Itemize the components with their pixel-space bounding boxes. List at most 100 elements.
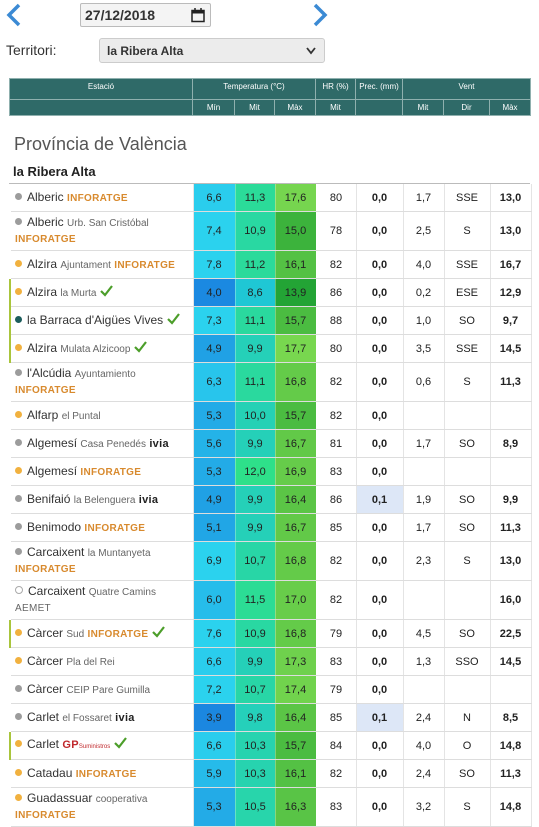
value-cell: 3,5 <box>403 334 445 363</box>
value-cell: 17,3 <box>275 647 317 676</box>
value-cell: 17,6 <box>275 184 317 212</box>
value-cell: 11,2 <box>235 250 276 279</box>
value-cell: 16,1 <box>275 759 317 788</box>
station-cell: Alzira Mulata Alzicoop <box>9 334 194 363</box>
value-cell: 0,0 <box>356 675 404 704</box>
subheader-cell: Mit <box>315 99 356 116</box>
value-cell: SO <box>444 429 491 458</box>
station-brand: ivia <box>138 493 159 506</box>
next-day-arrow[interactable] <box>310 2 330 28</box>
value-cell: 16,4 <box>275 485 317 514</box>
station-name[interactable]: l'Alcúdia <box>27 366 72 380</box>
station-cell: Benifaió la Belenguera ivia <box>10 485 194 514</box>
value-cell: 0,0 <box>356 541 404 581</box>
station-row: l'Alcúdia Ayuntamiento INFORATGE 6,3 11,1 1… <box>10 362 532 402</box>
station-place: Casa Penedés <box>80 438 146 450</box>
station-name[interactable]: Càrcer <box>27 653 64 668</box>
station-row: Alzira Mulata Alzicoop 4,9 9,9 17,7 80 0,0 3,5… <box>9 334 532 363</box>
prev-day-arrow[interactable] <box>4 2 24 28</box>
station-brand: INFORATGE <box>80 466 142 478</box>
value-cell: 80 <box>316 334 357 363</box>
region-title: la Ribera Alta <box>13 164 96 179</box>
value-cell: SO <box>444 619 491 648</box>
station-name[interactable]: la Barraca d'Aigües Vives <box>27 313 164 327</box>
station-name[interactable]: Càrcer <box>27 681 64 696</box>
value-cell <box>403 675 445 704</box>
station-name[interactable]: Carcaixent <box>27 545 85 559</box>
station-name[interactable]: Algemesí <box>27 463 78 478</box>
station-name[interactable]: Alberic <box>27 215 64 229</box>
station-row: Algemesí Casa Penedés ivia 5,6 9,9 16,7 81 0,… <box>10 429 532 458</box>
station-name[interactable]: Benifaió <box>27 491 71 506</box>
station-name[interactable]: Guadassuar <box>27 791 93 805</box>
value-cell: 0,1 <box>356 703 404 732</box>
station-row: Carcaixent Quatre Camins AEMET 6,0 11,5 17,… <box>10 580 532 620</box>
date-input[interactable]: 27/12/2018 <box>80 3 211 27</box>
station-place: Sud <box>66 628 85 640</box>
status-dot <box>15 494 22 502</box>
station-row: Benifaió la Belenguera ivia 4,9 9,9 16,4 86 0… <box>10 485 532 514</box>
value-cell <box>403 401 445 430</box>
station-cell: Algemesí INFORATGE <box>10 457 194 486</box>
value-cell: 16,7 <box>275 513 317 542</box>
value-cell <box>403 457 445 486</box>
value-cell: 17,0 <box>275 580 317 620</box>
station-cell: Carlet GPSuministros <box>9 731 194 760</box>
value-cell: 0,0 <box>356 759 404 788</box>
status-dot <box>15 768 22 776</box>
station-cell: Guadassuar cooperativa INFORATGE <box>10 787 194 827</box>
station-name[interactable]: Carlet <box>27 709 60 724</box>
value-cell <box>444 457 491 486</box>
value-cell: 6,6 <box>193 184 236 212</box>
station-name[interactable]: Alzira <box>27 284 58 299</box>
subheader-cell: Mit <box>402 99 444 116</box>
value-cell: 10,7 <box>235 675 276 704</box>
station-place: Urb. San Cristóbal <box>67 218 149 229</box>
station-name[interactable]: Carlet <box>27 736 60 751</box>
status-dot <box>15 712 22 720</box>
value-cell: 14,5 <box>490 647 532 676</box>
station-row: Càrcer Pla del Rei 6,6 9,9 17,3 83 0,0 1,3 SSO 1… <box>10 647 532 676</box>
verified-check <box>114 736 128 749</box>
station-place: Ajuntament <box>60 259 111 271</box>
station-name[interactable]: Càrcer <box>27 625 64 640</box>
station-place: Mulata Alzicoop <box>60 343 131 355</box>
value-cell: 5,9 <box>193 759 236 788</box>
value-cell: 79 <box>316 675 357 704</box>
station-name[interactable]: Carcaixent <box>28 584 86 598</box>
station-name[interactable]: Catadau <box>27 765 73 780</box>
station-row: Carlet el Fossaret ivia 3,9 9,8 16,4 85 0,1 2,… <box>10 703 532 732</box>
subheader-cell: Màx <box>274 99 316 116</box>
value-cell: 1,0 <box>403 306 445 335</box>
station-name[interactable]: Alzira <box>27 256 58 271</box>
verified-check <box>100 284 114 297</box>
value-cell: 82 <box>316 580 357 620</box>
value-cell: 0,0 <box>356 647 404 676</box>
select-caret <box>306 47 316 55</box>
value-cell: 14,5 <box>490 334 532 363</box>
station-name[interactable]: Alberic <box>27 189 64 204</box>
station-name[interactable]: Algemesí <box>27 435 78 450</box>
value-cell: 5,3 <box>193 457 236 486</box>
station-row: Alzira Ajuntament INFORATGE 7,8 11,2 16,1 82… <box>10 250 532 279</box>
value-cell: 6,6 <box>193 731 236 760</box>
value-cell: 0,0 <box>356 278 404 307</box>
station-cell: Alberic Urb. San Cristóbal INFORATGE <box>10 211 194 251</box>
station-row: Catadau INFORATGE 5,9 10,3 16,1 82 0,0 2,4 SO 11… <box>10 759 532 788</box>
value-cell: 16,8 <box>275 619 317 648</box>
status-dot <box>15 438 22 446</box>
status-dot <box>15 192 22 200</box>
header-cell <box>9 99 193 116</box>
value-cell: 7,4 <box>193 211 236 251</box>
value-cell: 16,4 <box>275 703 317 732</box>
station-name[interactable]: Alzira <box>27 340 58 355</box>
station-place: la Muntanyeta <box>87 548 151 559</box>
territory-select[interactable]: la Ribera Alta <box>99 38 325 63</box>
station-brand: GP <box>62 738 79 751</box>
value-cell: 9,8 <box>235 703 276 732</box>
station-name[interactable]: Benimodo <box>27 519 82 534</box>
value-cell: 10,3 <box>235 731 276 760</box>
value-cell: 0,0 <box>356 513 404 542</box>
station-name[interactable]: Alfarp <box>27 407 59 422</box>
value-cell: 8,5 <box>490 703 532 732</box>
